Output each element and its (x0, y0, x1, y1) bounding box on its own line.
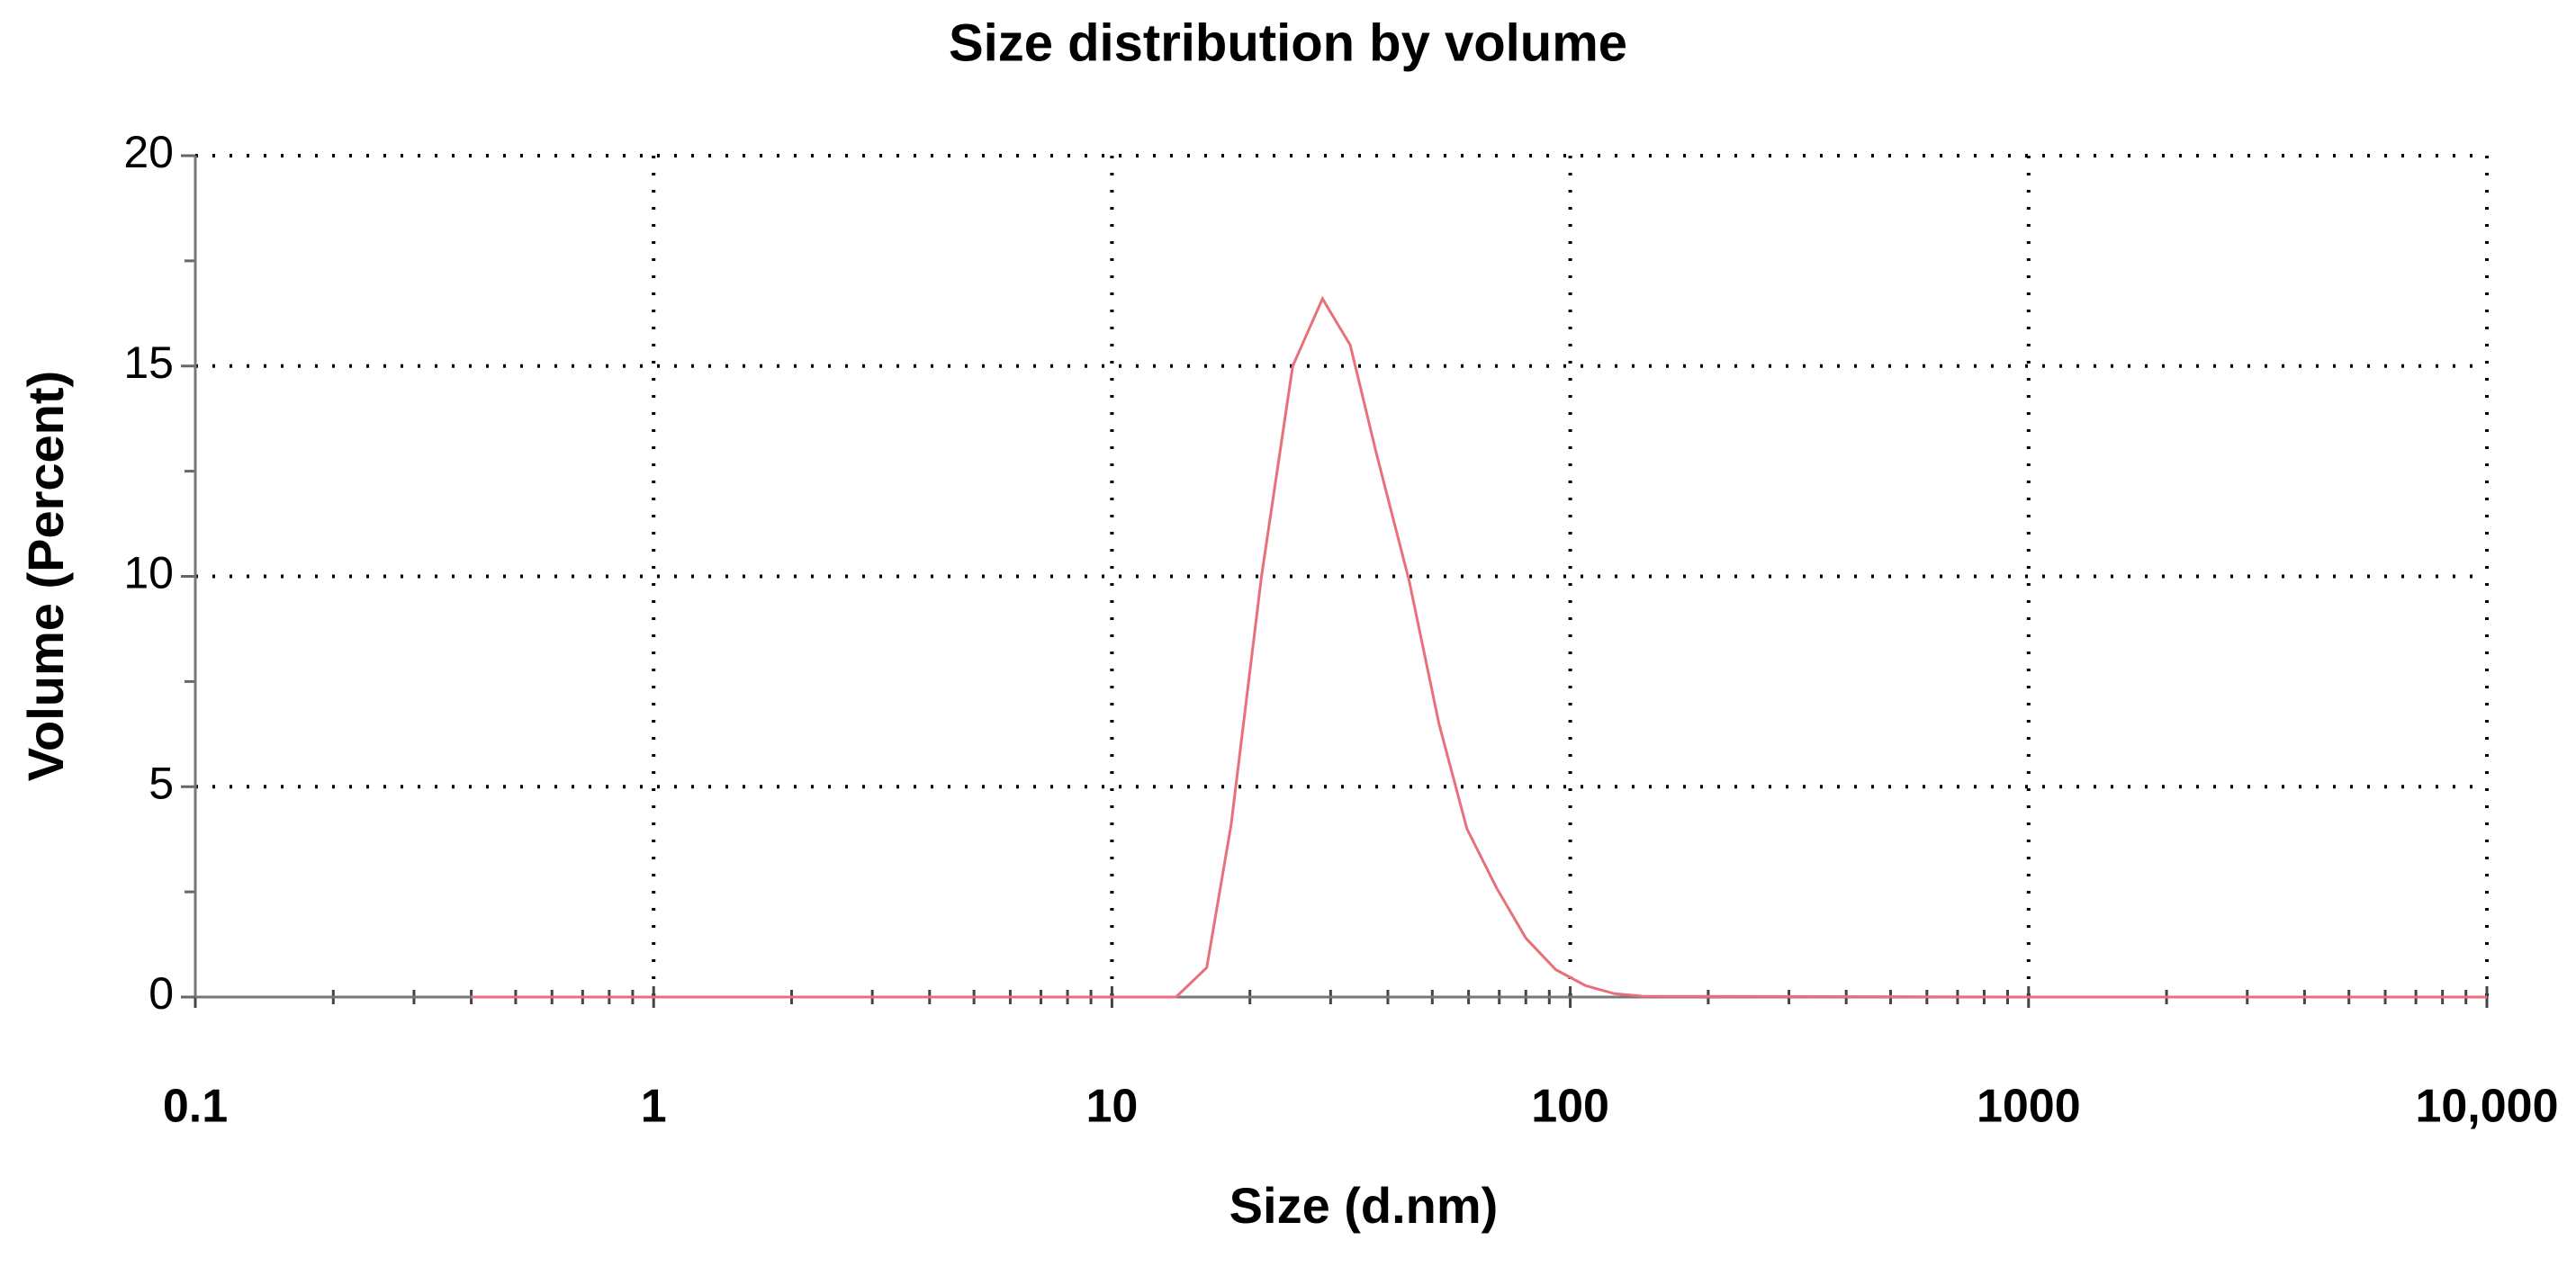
x-tick-label: 10 (1085, 1081, 1138, 1133)
y-axis-label: Volume (Percent) (17, 371, 74, 781)
x-tick-label: 1000 (1977, 1081, 2081, 1133)
y-tick-label: 0 (149, 968, 174, 1019)
data-line (471, 295, 2487, 999)
x-axis-label: Size (d.nm) (1229, 1177, 1499, 1234)
y-tick-label: 10 (123, 548, 174, 598)
x-tick-label: 1 (641, 1081, 667, 1133)
x-tick-label: 10,000 (2415, 1081, 2558, 1133)
y-tick-label: 5 (149, 758, 174, 808)
y-tick-label: 15 (123, 337, 174, 388)
x-tick-label: 0.1 (163, 1081, 228, 1133)
y-tick-label: 20 (123, 127, 174, 177)
chart-title: Size distribution by volume (949, 13, 1627, 72)
x-tick-label: 100 (1531, 1081, 1609, 1133)
